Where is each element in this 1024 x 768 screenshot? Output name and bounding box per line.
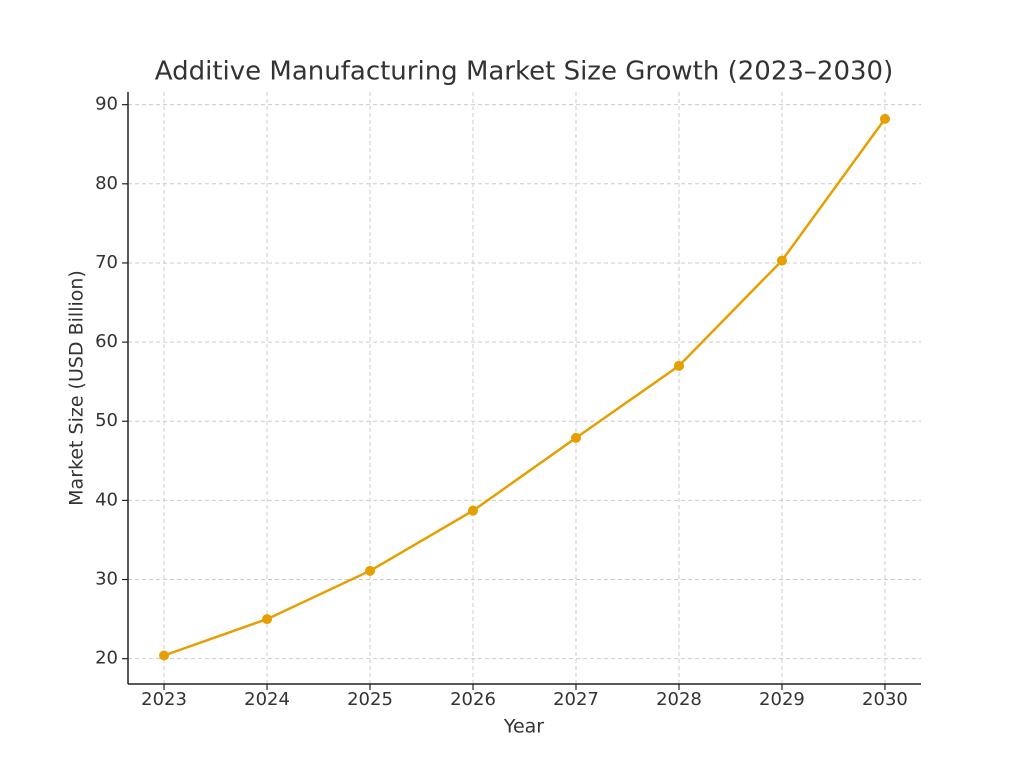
- x-tick-label: 2023: [141, 689, 187, 710]
- x-tick-label: 2024: [244, 689, 290, 710]
- y-tick-label: 70: [95, 252, 118, 273]
- point: [570, 432, 581, 443]
- line: [163, 118, 886, 657]
- point: [365, 565, 376, 576]
- x-tick-label: 2026: [450, 689, 496, 710]
- chart-title: Additive Manufacturing Market Size Growt…: [155, 57, 893, 87]
- point: [468, 505, 479, 516]
- y-tick-label: 90: [95, 94, 118, 115]
- x-axis-label: Year: [503, 716, 544, 738]
- y-axis-label: Market Size (USD Billion): [66, 270, 88, 506]
- point: [776, 255, 787, 266]
- point: [879, 113, 890, 124]
- point: [673, 360, 684, 371]
- x-tick-label: 2030: [862, 689, 908, 710]
- x-tick-label: 2029: [759, 689, 805, 710]
- point: [159, 650, 170, 661]
- y-tick-label: 20: [95, 648, 118, 669]
- y-tick-label: 50: [95, 410, 118, 431]
- x-tick-label: 2027: [553, 689, 599, 710]
- x-tick-label: 2028: [656, 689, 702, 710]
- y-tick-label: 40: [95, 489, 118, 510]
- y-tick-label: 60: [95, 331, 118, 352]
- x-tick-label: 2025: [347, 689, 393, 710]
- y-tick-label: 80: [95, 173, 118, 194]
- point: [262, 614, 273, 625]
- y-tick-label: 30: [95, 569, 118, 590]
